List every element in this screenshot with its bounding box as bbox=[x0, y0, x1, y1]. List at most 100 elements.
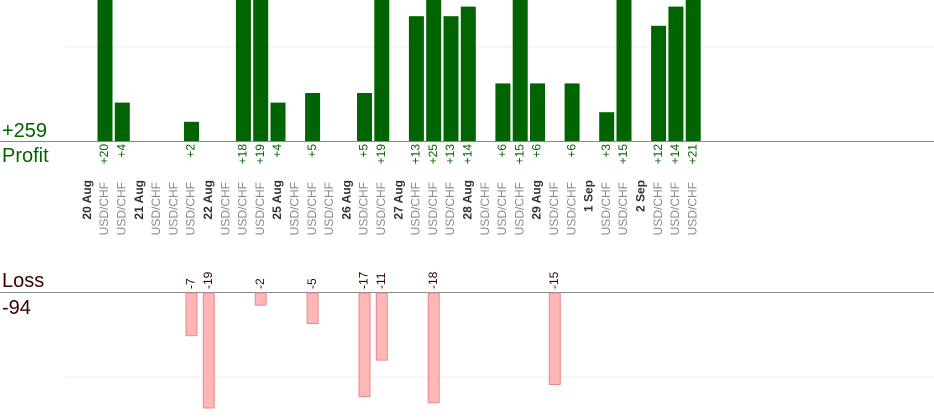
profit-bar bbox=[426, 0, 442, 141]
profit-bar bbox=[357, 93, 372, 141]
date-label: 20 Aug bbox=[80, 180, 94, 220]
profit-bar bbox=[184, 121, 199, 141]
profit-value-label: +12 bbox=[651, 144, 665, 165]
profit-bar bbox=[235, 0, 251, 141]
date-label: 22 Aug bbox=[201, 180, 215, 220]
pair-label: USD/CHF bbox=[305, 182, 319, 235]
pair-label: USD/CHF bbox=[166, 182, 180, 235]
profit-bar bbox=[270, 102, 286, 141]
pair-label: USD/CHF bbox=[236, 182, 250, 235]
loss-value-label: -2 bbox=[253, 278, 267, 289]
loss-value-label: -18 bbox=[426, 271, 440, 289]
pair-label: USD/CHF bbox=[287, 182, 301, 235]
loss-value-label: -11 bbox=[374, 272, 388, 289]
loss-bar bbox=[254, 292, 267, 306]
profit-bar bbox=[651, 25, 667, 141]
profit-bar bbox=[685, 0, 701, 141]
pair-label: USD/CHF bbox=[564, 182, 578, 235]
loss-value-label: -19 bbox=[201, 271, 215, 289]
date-label: 21 Aug bbox=[132, 180, 146, 220]
profit-bar bbox=[114, 102, 130, 141]
pair-label: USD/CHF bbox=[616, 182, 630, 235]
date-label: 1 Sep bbox=[582, 180, 596, 212]
loss-total: -94 bbox=[2, 297, 31, 319]
profit-bar bbox=[564, 83, 580, 141]
profit-value-label: +3 bbox=[599, 144, 613, 158]
profit-bar bbox=[408, 16, 424, 142]
pair-label: USD/CHF bbox=[374, 182, 388, 235]
profit-value-label: +13 bbox=[443, 144, 457, 165]
date-label: 25 Aug bbox=[270, 180, 284, 220]
pair-label: USD/CHF bbox=[149, 182, 163, 235]
profit-value-label: +20 bbox=[97, 144, 111, 165]
loss-bar bbox=[202, 292, 215, 409]
pair-label: USD/CHF bbox=[495, 182, 509, 235]
pair-label: USD/CHF bbox=[97, 182, 111, 235]
profit-value-label: +6 bbox=[495, 144, 509, 158]
loss-value-label: -7 bbox=[184, 278, 198, 289]
profit-bar bbox=[530, 83, 545, 141]
profit-value-label: +18 bbox=[236, 144, 250, 165]
profit-value-label: +14 bbox=[668, 144, 682, 165]
profit-bars bbox=[97, 0, 701, 142]
tick-labels: +20 +4 +2 +18 +19 +4 +5 +5 +19 +13 +25 +13 +14 +6 +15 +… bbox=[80, 144, 700, 289]
profit-bar bbox=[460, 6, 476, 141]
profit-bar bbox=[443, 16, 459, 142]
pair-label: USD/CHF bbox=[668, 182, 682, 235]
profit-bar bbox=[253, 0, 269, 141]
profit-value-label: +19 bbox=[253, 144, 267, 165]
profit-label: Profit bbox=[2, 145, 49, 167]
pair-label: USD/CHF bbox=[114, 182, 128, 235]
loss-label: Loss bbox=[2, 270, 44, 292]
pair-label: USD/CHF bbox=[547, 182, 561, 235]
loss-bars bbox=[185, 292, 561, 409]
date-label: 26 Aug bbox=[339, 180, 353, 220]
loss-bar bbox=[306, 292, 319, 324]
profit-bar bbox=[668, 6, 684, 141]
loss-bar bbox=[548, 292, 561, 385]
profit-value-label: +15 bbox=[512, 144, 526, 165]
date-label: 29 Aug bbox=[530, 180, 544, 220]
pair-label: USD/CHF bbox=[599, 182, 613, 235]
loss-bar bbox=[185, 292, 198, 337]
pair-label: USD/CHF bbox=[478, 182, 492, 235]
profit-value-label: +4 bbox=[270, 144, 284, 158]
loss-bar bbox=[358, 292, 371, 398]
pair-label: USD/CHF bbox=[685, 182, 699, 235]
pair-label: USD/CHF bbox=[218, 182, 232, 235]
profit-total: +259 bbox=[2, 120, 47, 142]
profit-value-label: +2 bbox=[184, 144, 198, 158]
pair-label: USD/CHF bbox=[409, 182, 423, 235]
pair-label: USD/CHF bbox=[443, 182, 457, 235]
pair-label: USD/CHF bbox=[322, 182, 336, 235]
pair-label: USD/CHF bbox=[184, 182, 198, 235]
profit-bar bbox=[512, 0, 528, 141]
profit-value-label: +5 bbox=[305, 144, 319, 158]
profit-bar bbox=[374, 0, 390, 141]
profit-value-label: +19 bbox=[374, 144, 388, 165]
pair-label: USD/CHF bbox=[651, 182, 665, 235]
pair-label: USD/CHF bbox=[512, 182, 526, 235]
profit-bar bbox=[495, 83, 511, 141]
pair-label: USD/CHF bbox=[426, 182, 440, 235]
date-label: 27 Aug bbox=[391, 180, 405, 220]
loss-value-label: -15 bbox=[547, 271, 561, 289]
loss-bar bbox=[427, 292, 440, 404]
date-label: 2 Sep bbox=[633, 180, 647, 212]
profit-value-label: +25 bbox=[426, 144, 440, 165]
profit-value-label: +5 bbox=[357, 144, 371, 158]
profit-value-label: +15 bbox=[616, 144, 630, 165]
profit-bar bbox=[599, 112, 615, 141]
loss-value-label: -17 bbox=[357, 271, 371, 289]
date-label: 28 Aug bbox=[460, 180, 474, 220]
loss-value-label: -5 bbox=[305, 278, 319, 289]
pair-label: USD/CHF bbox=[253, 182, 267, 235]
pair-label: USD/CHF bbox=[357, 182, 371, 235]
profit-value-label: +14 bbox=[460, 144, 474, 165]
profit-bar bbox=[97, 0, 113, 141]
profit-value-label: +4 bbox=[114, 144, 128, 158]
profit-value-label: +21 bbox=[685, 144, 699, 165]
profit-value-label: +13 bbox=[409, 144, 423, 165]
loss-bar bbox=[375, 292, 388, 361]
